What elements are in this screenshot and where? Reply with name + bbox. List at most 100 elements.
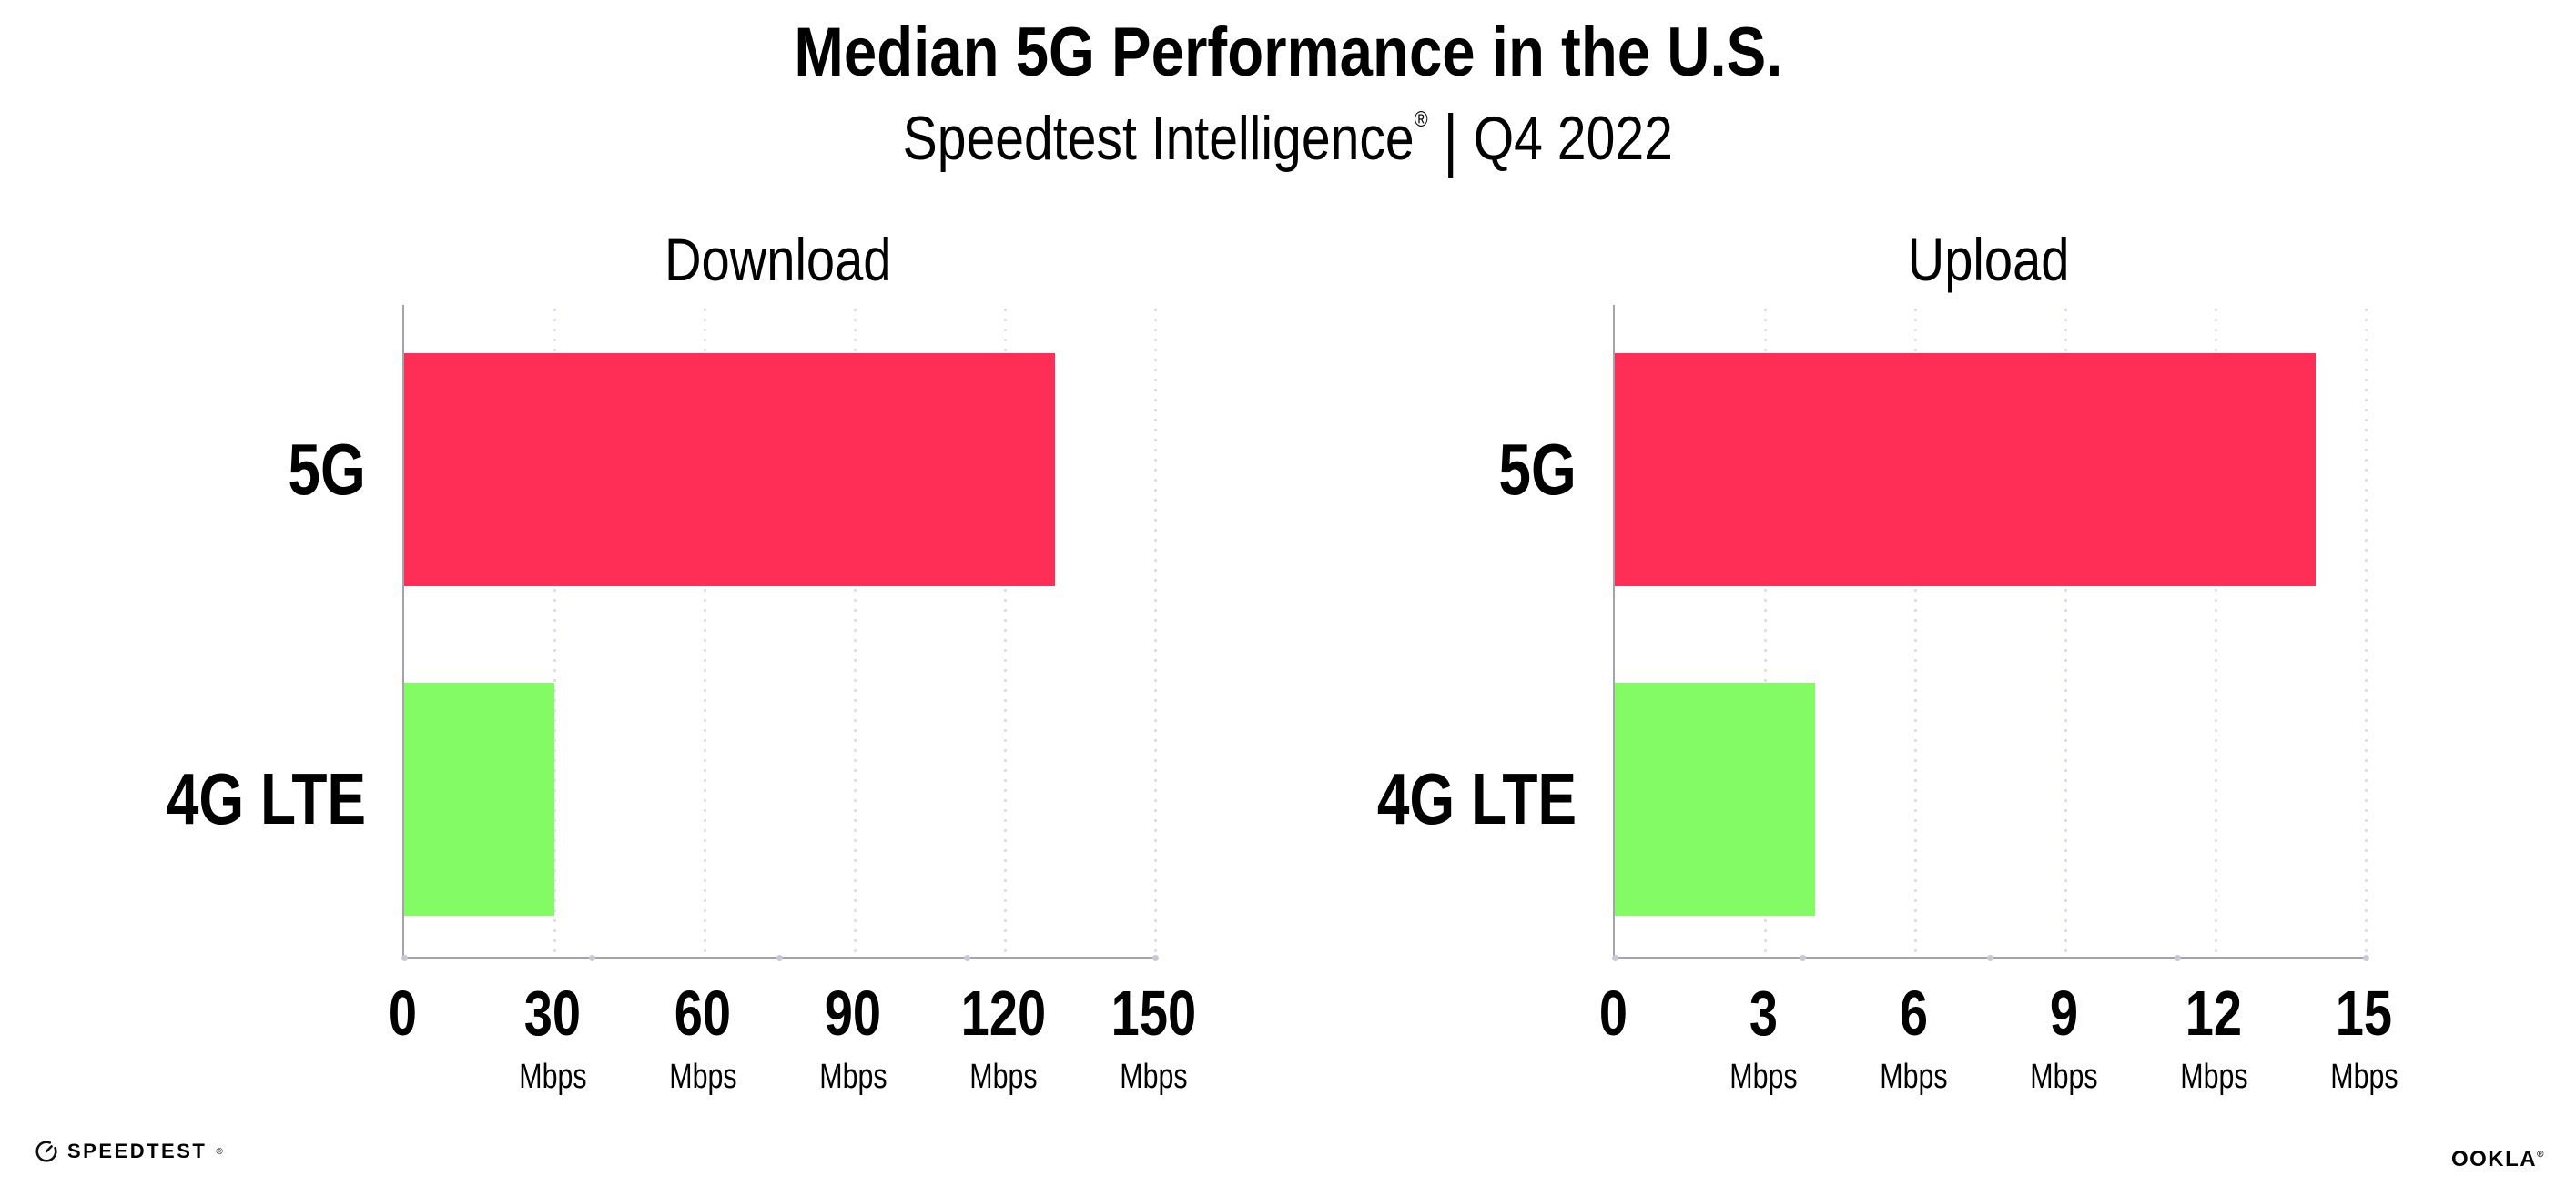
category-label-text: 5G <box>288 429 366 510</box>
x-tick-value-text: 150 <box>1111 978 1196 1049</box>
x-tick-value: 30 <box>461 981 644 1045</box>
x-tick-3: 3 Mbps <box>1672 981 1854 1094</box>
x-tick-value-text: 9 <box>2049 978 2078 1049</box>
x-tick-unit-text: Mbps <box>668 1058 737 1096</box>
x-tick-unit-text: Mbps <box>518 1058 587 1096</box>
ookla-logo: OOKLA® <box>2451 1147 2545 1172</box>
x-tick-value-text: 12 <box>2185 978 2243 1049</box>
gridline <box>553 305 556 957</box>
x-tick-value: 150 <box>1062 981 1244 1045</box>
x-tick-value-text: 60 <box>674 978 732 1049</box>
speedtest-logo: SPEEDTEST ® <box>35 1140 223 1163</box>
bar-4g-lte <box>404 683 554 916</box>
x-tick-90: 90 Mbps <box>762 981 944 1094</box>
registered-trademark-symbol: ® <box>1414 107 1428 132</box>
x-tick-value: 3 <box>1672 981 1854 1045</box>
category-label-4g-lte: 4G LTE <box>1303 752 1577 847</box>
category-label-text: 4G LTE <box>1376 758 1577 839</box>
download-chart-title-text: Download <box>664 226 892 293</box>
x-tick-unit: Mbps <box>2273 1060 2455 1094</box>
axis-dot <box>1799 955 1806 961</box>
x-tick-value: 12 <box>2123 981 2305 1045</box>
x-tick-value: 9 <box>1973 981 2155 1045</box>
page-subtitle: Speedtest Intelligence® | Q4 2022 <box>0 98 2576 178</box>
x-tick-unit: Mbps <box>1672 1060 1854 1094</box>
upload-plot-area <box>1611 305 2369 961</box>
x-tick-9: 9 Mbps <box>1973 981 2155 1094</box>
x-tick-value: 0 <box>311 981 493 1045</box>
axis-dot <box>2362 955 2369 961</box>
x-tick-unit: Mbps <box>1062 1060 1244 1094</box>
x-tick-unit: Mbps <box>1973 1060 2155 1094</box>
x-tick-value-text: 120 <box>960 978 1046 1049</box>
x-tick-6: 6 Mbps <box>1822 981 2004 1094</box>
gridline <box>2214 305 2217 957</box>
category-label-text: 4G LTE <box>166 758 366 839</box>
x-tick-value: 60 <box>612 981 794 1045</box>
x-tick-unit-text: Mbps <box>818 1058 887 1096</box>
axis-dot <box>1611 955 1618 961</box>
x-tick-value: 6 <box>1822 981 2004 1045</box>
x-tick-120: 120 Mbps <box>912 981 1094 1094</box>
x-tick-12: 12 Mbps <box>2123 981 2305 1094</box>
x-tick-value: 120 <box>912 981 1094 1045</box>
x-tick-value-text: 3 <box>1749 978 1778 1049</box>
speedtest-logo-text: SPEEDTEST <box>67 1140 208 1162</box>
gridline <box>1763 305 1767 957</box>
axis-dot <box>776 955 783 961</box>
page-title-text: Median 5G Performance in the U.S. <box>794 14 1782 91</box>
x-tick-value: 0 <box>1522 981 1704 1045</box>
x-tick-value-text: 0 <box>388 978 417 1049</box>
x-tick-unit: Mbps <box>2123 1060 2305 1094</box>
bar-5g <box>404 353 1055 586</box>
download-chart-title: Download <box>402 229 1153 289</box>
ookla-registered-mark: ® <box>2537 1150 2545 1160</box>
bar-4g-lte <box>1615 683 1815 916</box>
subtitle-period: Q4 2022 <box>1473 104 1674 173</box>
x-tick-unit: Mbps <box>612 1060 794 1094</box>
x-tick-unit-text: Mbps <box>1879 1058 1948 1096</box>
x-tick-value-text: 0 <box>1598 978 1628 1049</box>
speedtest-registered-mark: ® <box>216 1146 223 1157</box>
x-tick-unit-text: Mbps <box>1729 1058 1798 1096</box>
gridline <box>703 305 706 957</box>
gridline <box>1913 305 1917 957</box>
x-tick-value-text: 15 <box>2335 978 2393 1049</box>
x-tick-value-text: 6 <box>1899 978 1928 1049</box>
axis-dot <box>588 955 595 961</box>
category-label-5g: 5G <box>93 422 366 517</box>
speedtest-gauge-icon <box>35 1141 57 1162</box>
axis-dot <box>1151 955 1159 961</box>
x-tick-150: 150 Mbps <box>1062 981 1244 1094</box>
category-label-text: 5G <box>1498 429 1577 510</box>
axis-dot <box>1987 955 1993 961</box>
bar-5g <box>1615 353 2316 586</box>
download-plot-area <box>401 305 1159 961</box>
x-tick-unit-text: Mbps <box>969 1058 1038 1096</box>
axis-dot <box>401 955 408 961</box>
x-tick-unit: Mbps <box>461 1060 644 1094</box>
axis-dot <box>2175 955 2182 961</box>
upload-chart-title-text: Upload <box>1907 226 2070 293</box>
subtitle-separator: | <box>1443 101 1459 178</box>
x-tick-unit-text: Mbps <box>1119 1058 1188 1096</box>
axis-dot <box>964 955 971 961</box>
x-tick-value-text: 90 <box>824 978 882 1049</box>
x-tick-0: 0 <box>311 981 493 1045</box>
subtitle-brand: Speedtest Intelligence <box>902 104 1415 173</box>
x-tick-60: 60 Mbps <box>612 981 794 1094</box>
x-tick-0: 0 <box>1522 981 1704 1045</box>
x-tick-value-text: 30 <box>523 978 582 1049</box>
gridline <box>2064 305 2067 957</box>
x-tick-unit-text: Mbps <box>2179 1058 2248 1096</box>
ookla-logo-text: OOKLA <box>2450 1147 2538 1172</box>
x-tick-unit: Mbps <box>762 1060 944 1094</box>
x-tick-unit-text: Mbps <box>2329 1058 2399 1096</box>
gridline <box>1153 305 1157 957</box>
x-tick-value: 90 <box>762 981 944 1045</box>
upload-chart-title: Upload <box>1613 229 2364 289</box>
category-label-4g-lte: 4G LTE <box>93 752 366 847</box>
gridline <box>853 305 857 957</box>
x-tick-15: 15 Mbps <box>2273 981 2455 1094</box>
